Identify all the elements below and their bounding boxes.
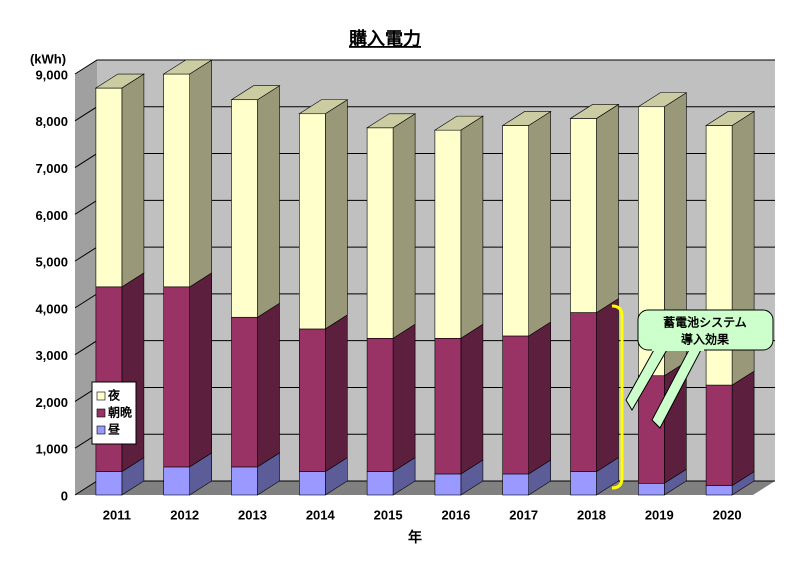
x-tick-label: 2011 (103, 507, 131, 522)
bar-side (121, 73, 145, 288)
x-axis-label: 年 (408, 529, 422, 546)
bar (502, 335, 530, 475)
bar (502, 125, 530, 337)
chart-title: 購入電力 (348, 28, 421, 50)
y-tick-label: 5,000 (35, 255, 68, 270)
bar (231, 316, 258, 468)
y-tick-label: 3,000 (35, 348, 68, 363)
bar-top (501, 111, 552, 126)
bar (231, 99, 258, 318)
bar-side (596, 103, 619, 314)
bar (298, 328, 326, 472)
y-tick-label: 8,000 (35, 114, 68, 129)
bar (570, 312, 597, 472)
bar-top (433, 115, 484, 131)
legend-label: 昼 (107, 422, 121, 437)
plot (74, 59, 775, 496)
bar-side (596, 298, 619, 473)
legend-label: 朝晩 (108, 405, 132, 420)
callout-join (652, 347, 704, 351)
bar (705, 384, 733, 486)
x-tick-label: 2018 (577, 507, 606, 522)
x-tick-label: 2013 (238, 507, 267, 522)
bar-top (366, 113, 417, 129)
bar-top (162, 59, 213, 75)
x-tick-label: 2017 (509, 507, 538, 522)
bar (231, 466, 258, 496)
bar-side (460, 323, 484, 475)
bar-side (460, 115, 484, 339)
bar (705, 485, 733, 496)
bar (366, 127, 394, 339)
callout-text: 導入効果 (681, 332, 729, 347)
y-tick-label: 4,000 (35, 301, 68, 316)
bar-side (257, 302, 280, 468)
y-tick-label: 7,000 (35, 161, 68, 176)
bar (298, 471, 326, 496)
bar (163, 466, 190, 496)
bar-top (230, 85, 281, 101)
bar-side (392, 113, 416, 339)
bar-top (569, 104, 620, 119)
bar-top (94, 73, 145, 89)
bar-side (324, 314, 348, 473)
bar (434, 129, 462, 339)
y-tick-label: 9,000 (35, 67, 68, 82)
x-tick-label: 2016 (441, 507, 470, 522)
bar-top (637, 92, 688, 108)
y-tick-label: 1,000 (35, 442, 68, 457)
x-tick-label: 2015 (374, 507, 403, 522)
bar (637, 375, 665, 484)
bar-top (298, 99, 349, 115)
y-axis-label: (kWh) (30, 51, 66, 66)
x-tick-label: 2019 (645, 507, 674, 522)
y-tick-label: 2,000 (35, 395, 68, 410)
bar-side (528, 321, 552, 475)
bar (434, 337, 462, 475)
bar-side (731, 370, 755, 487)
legend-swatch (96, 408, 106, 418)
bar (95, 87, 123, 288)
bar (502, 473, 530, 496)
bracket (611, 304, 624, 490)
y-tick-label: 6,000 (35, 208, 68, 223)
bar (434, 473, 462, 496)
bar (637, 483, 665, 496)
bar-side (324, 99, 348, 330)
x-tick-label: 2014 (306, 507, 336, 522)
x-tick-label: 2020 (713, 507, 742, 522)
bar-side (257, 85, 280, 318)
bar (366, 337, 394, 472)
bar-side (528, 110, 552, 337)
callout-text: 蓄電池システム (663, 315, 747, 330)
bar-side (392, 323, 416, 473)
callout (637, 309, 774, 351)
bar (570, 471, 597, 496)
legend-label: 夜 (107, 388, 121, 403)
bar (95, 471, 123, 496)
legend-swatch (96, 425, 106, 435)
bar-side (189, 59, 212, 288)
bar (163, 286, 190, 468)
bar-side (189, 272, 212, 468)
bar (163, 73, 190, 288)
bar (298, 113, 326, 330)
bar (366, 471, 394, 496)
x-tick-label: 2012 (170, 507, 199, 522)
y-tick-label: 0 (61, 488, 68, 503)
legend-swatch (96, 391, 106, 401)
bar-top (705, 111, 756, 126)
grid-line (74, 59, 775, 75)
bar (570, 118, 597, 313)
